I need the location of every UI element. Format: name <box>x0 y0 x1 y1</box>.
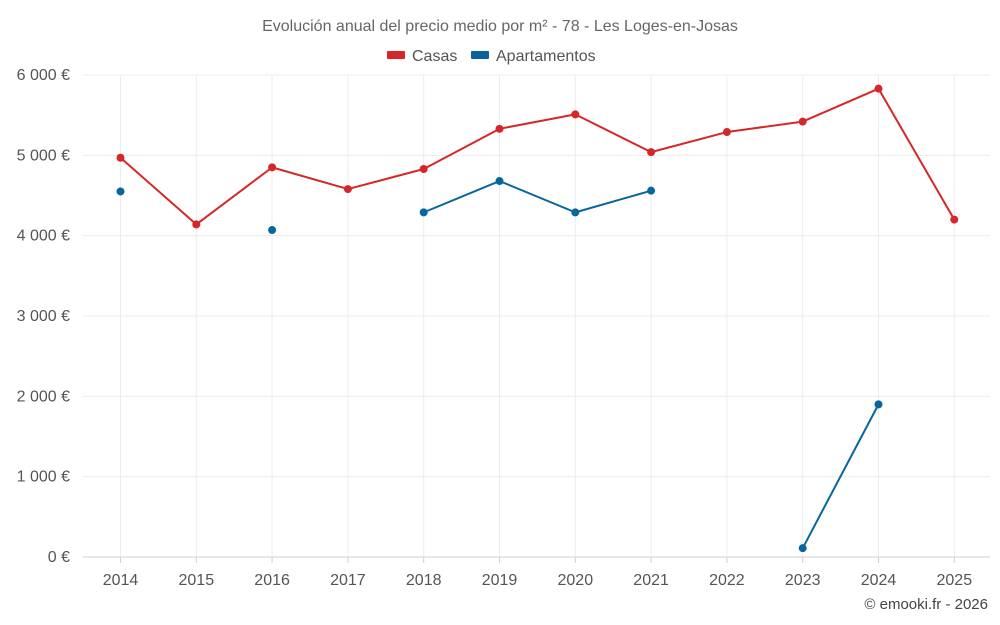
x-tick-label: 2025 <box>937 572 973 589</box>
data-point[interactable] <box>268 163 277 172</box>
series-casas <box>116 84 959 229</box>
x-tick-label: 2016 <box>254 572 290 589</box>
data-point[interactable] <box>343 185 352 194</box>
data-point[interactable] <box>419 164 428 173</box>
data-point[interactable] <box>647 148 656 157</box>
y-tick-label: 5 000 € <box>17 147 70 164</box>
y-tick-label: 3 000 € <box>17 308 70 325</box>
data-point[interactable] <box>874 400 883 409</box>
data-point[interactable] <box>798 117 807 126</box>
series-line <box>119 87 956 226</box>
y-tick-label: 4 000 € <box>17 228 70 245</box>
x-tick-label: 2024 <box>861 572 897 589</box>
series-apartamentos <box>116 177 883 553</box>
legend-item-apartamentos[interactable]: Apartamentos <box>471 48 596 65</box>
y-tick-label: 6 000 € <box>17 67 70 84</box>
data-point[interactable] <box>419 208 428 217</box>
x-tick-label: 2023 <box>785 572 821 589</box>
data-point[interactable] <box>647 186 656 195</box>
data-point[interactable] <box>722 128 731 137</box>
data-point[interactable] <box>874 84 883 93</box>
x-tick-label: 2018 <box>406 572 442 589</box>
data-point[interactable] <box>798 544 807 553</box>
x-tick-label: 2014 <box>103 572 139 589</box>
data-point[interactable] <box>268 226 277 235</box>
x-tick-label: 2022 <box>709 572 745 589</box>
data-point[interactable] <box>950 215 959 224</box>
x-tick-label: 2021 <box>633 572 669 589</box>
data-point[interactable] <box>495 177 504 186</box>
grid <box>83 74 990 558</box>
legend-item-casas[interactable]: Casas <box>387 48 457 65</box>
y-tick-label: 1 000 € <box>17 469 70 486</box>
data-point[interactable] <box>116 153 125 162</box>
legend-swatch <box>387 51 405 59</box>
data-point[interactable] <box>571 208 580 217</box>
credit: © emooki.fr - 2026 <box>864 596 988 613</box>
series-line <box>801 403 880 549</box>
legend-label: Casas <box>412 48 457 65</box>
legend[interactable]: Casas Apartamentos <box>387 48 596 65</box>
y-tick-label: 0 € <box>48 549 70 566</box>
x-axis: 2014 2015 2016 2017 2018 2019 2020 2021 2022 2023… <box>103 557 972 589</box>
data-point[interactable] <box>116 187 125 196</box>
series-group <box>116 84 959 553</box>
legend-label: Apartamentos <box>496 48 596 65</box>
series-line <box>423 180 652 214</box>
x-tick-label: 2015 <box>179 572 215 589</box>
x-tick-label: 2020 <box>558 572 594 589</box>
data-point[interactable] <box>192 220 201 229</box>
data-point[interactable] <box>571 110 580 119</box>
x-tick-label: 2017 <box>330 572 366 589</box>
data-point[interactable] <box>495 124 504 133</box>
y-tick-label: 2 000 € <box>17 388 70 405</box>
y-axis: 0 € 1 000 € 2 000 € 3 000 € 4 000 € 5 000 € 6 … <box>17 67 70 566</box>
x-tick-label: 2019 <box>482 572 518 589</box>
chart-title: Evolución anual del precio medio por m² … <box>262 18 738 35</box>
legend-swatch <box>471 51 489 59</box>
